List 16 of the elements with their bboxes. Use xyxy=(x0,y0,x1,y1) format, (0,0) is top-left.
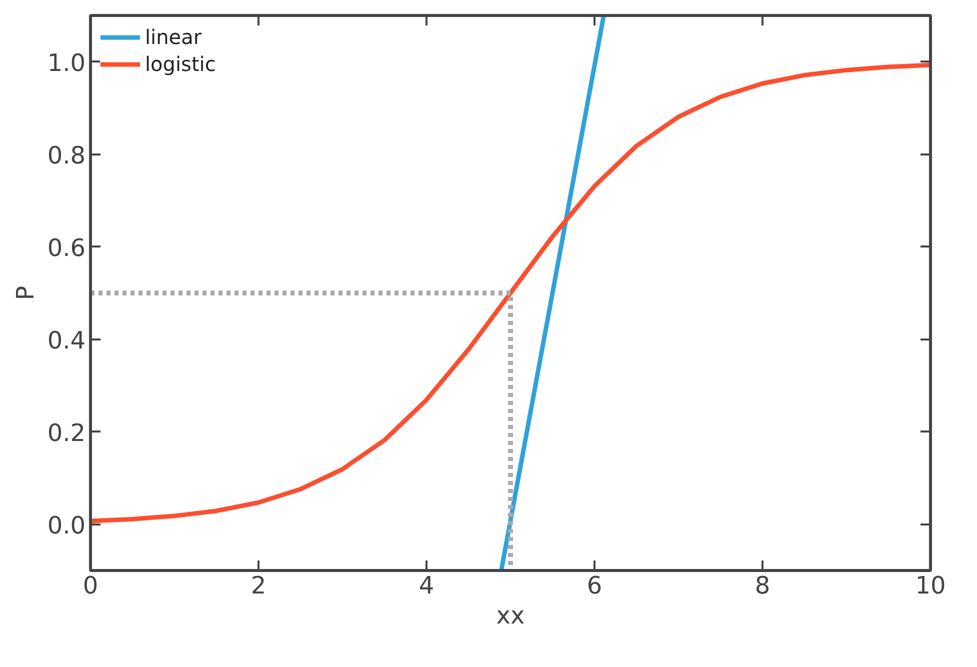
y-tick-label: 1.0 xyxy=(47,48,86,77)
x-axis-title: xx xyxy=(496,602,525,630)
x-tick-label: 6 xyxy=(586,572,602,600)
y-tick-label: 0.8 xyxy=(47,141,86,170)
x-tick-label: 2 xyxy=(250,572,266,600)
x-tick-label: 8 xyxy=(754,572,770,600)
y-tick-label: 0.4 xyxy=(47,326,86,354)
x-tick-label: 0 xyxy=(82,572,98,600)
legend-label: linear xyxy=(145,25,202,49)
x-tick-label: 10 xyxy=(915,572,946,600)
y-tick-label: 0.0 xyxy=(47,511,86,540)
x-tick-label: 4 xyxy=(418,572,434,600)
y-tick-label: 0.2 xyxy=(47,418,86,447)
y-tick-label: 0.6 xyxy=(47,234,86,262)
y-axis-title: P xyxy=(11,286,40,300)
legend-label: logistic xyxy=(145,52,216,76)
